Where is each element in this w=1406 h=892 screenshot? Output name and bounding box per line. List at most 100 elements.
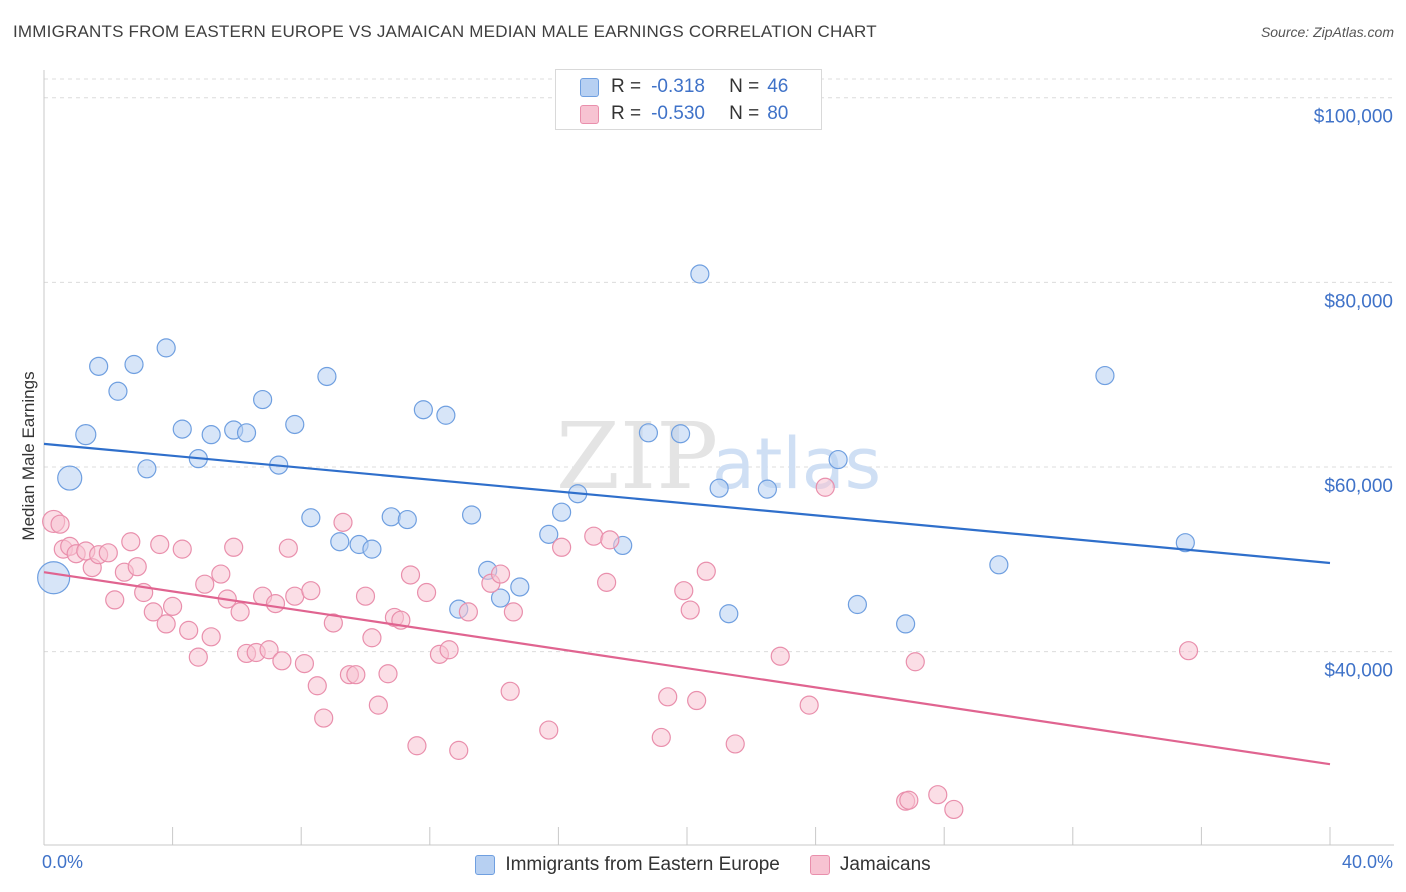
data-point <box>156 338 176 358</box>
data-point <box>449 740 469 760</box>
r-value: -0.530 <box>651 103 705 124</box>
data-point <box>346 665 366 685</box>
data-point <box>400 565 421 585</box>
data-point <box>770 646 790 666</box>
data-point <box>253 389 273 410</box>
x-tick-max: 40.0% <box>1341 852 1393 872</box>
y-tick-label: $60,000 <box>1324 476 1393 497</box>
data-point <box>124 354 144 375</box>
data-point <box>362 628 382 648</box>
legend-item-jamaicans[interactable]: Jamaicans <box>809 854 931 876</box>
data-point <box>638 423 659 443</box>
data-point <box>137 459 157 479</box>
data-point <box>1178 641 1199 661</box>
data-point <box>500 681 520 701</box>
r-label: R = <box>611 103 642 124</box>
data-point <box>265 593 286 614</box>
data-point <box>815 477 835 497</box>
data-point <box>301 581 321 601</box>
data-point <box>928 785 948 805</box>
y-tick-label: $100,000 <box>1314 107 1393 128</box>
data-point <box>458 602 478 622</box>
data-point <box>539 524 559 544</box>
data-point <box>121 532 141 552</box>
data-point <box>1175 533 1195 553</box>
data-point <box>600 530 620 550</box>
data-point <box>285 414 305 435</box>
r-value: -0.318 <box>651 76 705 97</box>
data-point <box>687 690 707 711</box>
trend-line-jamaicans <box>43 571 1331 766</box>
legend-label: Jamaicans <box>839 854 931 875</box>
data-point <box>696 561 716 581</box>
data-point <box>896 614 916 634</box>
data-point <box>670 424 691 444</box>
data-point <box>75 424 97 446</box>
data-point <box>301 508 321 528</box>
data-point <box>397 509 417 530</box>
data-point <box>436 405 456 425</box>
axes <box>43 70 1394 846</box>
gridlines <box>44 78 1394 653</box>
data-point <box>381 507 401 527</box>
data-point <box>899 790 919 810</box>
data-point <box>658 687 678 707</box>
data-point <box>294 653 315 674</box>
data-point <box>439 640 459 660</box>
data-point <box>584 526 604 546</box>
data-point <box>407 736 427 756</box>
data-point <box>57 465 83 491</box>
data-point <box>272 651 292 671</box>
blue-swatch <box>475 855 496 875</box>
r-label: R = <box>611 76 642 97</box>
data-point <box>188 647 208 667</box>
blue-swatch <box>580 77 599 97</box>
data-point <box>989 555 1009 575</box>
data-point <box>259 640 279 660</box>
data-point <box>828 449 848 470</box>
data-point <box>719 604 739 624</box>
data-point <box>368 695 388 715</box>
n-value: 80 <box>767 103 789 124</box>
series-legend: Immigrants from Eastern Europe Jamaicans <box>0 853 1406 877</box>
n-label: N = <box>729 76 760 97</box>
data-point <box>461 505 482 525</box>
x-tick-min: 0.0% <box>42 852 84 872</box>
data-point <box>201 425 221 445</box>
data-point <box>799 695 819 715</box>
data-point <box>314 708 334 728</box>
data-point <box>510 577 530 597</box>
data-point <box>317 366 337 387</box>
chart-title: IMMIGRANTS FROM EASTERN EUROPE VS JAMAIC… <box>13 22 877 41</box>
data-point <box>307 676 327 696</box>
data-point <box>1095 365 1115 386</box>
y-tick-label: $40,000 <box>1324 661 1393 682</box>
data-point <box>201 627 221 647</box>
data-point <box>847 594 867 615</box>
trend-line-eastern-europe <box>43 442 1331 565</box>
y-axis-label: Median Male Earnings <box>19 371 38 540</box>
data-point <box>105 590 125 610</box>
series-eastern-europe-points <box>37 264 1195 634</box>
correlation-legend: R = -0.318 N = 46 R = -0.530 N = 80 <box>555 69 822 130</box>
pink-swatch <box>580 104 599 124</box>
data-point <box>236 423 257 443</box>
data-point <box>179 620 199 640</box>
data-point <box>127 557 147 577</box>
data-point <box>163 596 183 616</box>
data-point <box>690 264 710 284</box>
data-point <box>552 502 572 522</box>
data-point <box>172 539 192 559</box>
data-point <box>323 613 343 633</box>
data-point <box>211 564 231 584</box>
data-point <box>552 537 572 557</box>
data-point <box>944 799 964 820</box>
data-point <box>651 727 671 748</box>
y-tick-label: $80,000 <box>1324 291 1393 312</box>
data-point <box>285 586 305 606</box>
legend-item-eastern-europe[interactable]: Immigrants from Eastern Europe <box>475 854 780 876</box>
data-point <box>330 532 350 552</box>
data-point <box>50 514 70 534</box>
data-point <box>490 564 511 584</box>
